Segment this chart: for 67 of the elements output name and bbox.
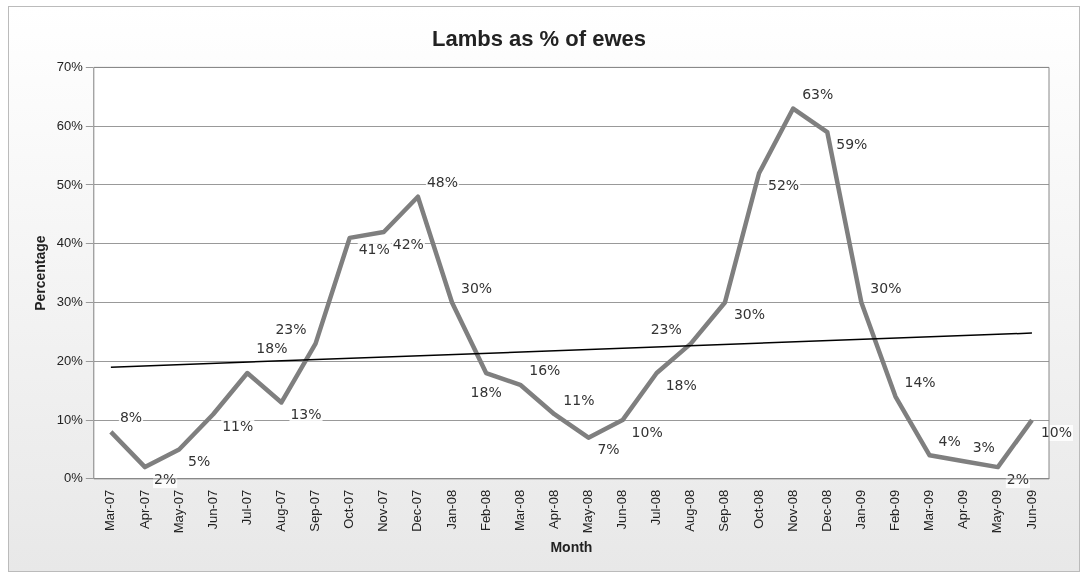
- data-label: 30%: [461, 280, 493, 297]
- x-tick-label: May-07: [170, 489, 186, 534]
- data-label: 4%: [938, 432, 961, 449]
- x-axis-title: Month: [550, 539, 593, 556]
- x-tick-label: Aug-08: [682, 489, 698, 532]
- x-tick-label: Mar-09: [921, 489, 937, 532]
- data-label: 63%: [802, 86, 834, 103]
- data-label: 13%: [290, 406, 322, 423]
- data-label: 30%: [870, 280, 902, 297]
- data-label: 48%: [426, 174, 459, 191]
- y-tick-label: 0%: [64, 470, 84, 486]
- x-tick-label: Jun-07: [204, 489, 220, 530]
- data-label: 11%: [563, 391, 595, 408]
- x-tick-label: Apr-07: [136, 489, 152, 529]
- x-tick-label: Apr-08: [545, 489, 561, 529]
- x-tick-label: Jun-08: [614, 489, 630, 530]
- y-tick-label: 10%: [56, 411, 84, 427]
- data-label: 42%: [392, 235, 424, 252]
- x-tick-label: Sep-07: [307, 489, 323, 532]
- data-label: 18%: [256, 339, 288, 356]
- y-tick-label: 30%: [56, 294, 84, 310]
- x-tick-label: Feb-08: [477, 489, 493, 532]
- data-label: 2%: [153, 470, 177, 487]
- data-label: 7%: [597, 441, 620, 458]
- x-tick-label: Nov-08: [784, 489, 800, 532]
- data-label: 11%: [222, 417, 254, 434]
- x-tick-label: Mar-07: [102, 489, 118, 532]
- x-tick-label: Oct-08: [750, 489, 766, 529]
- x-tick-label: Apr-09: [955, 489, 971, 529]
- y-tick-label: 70%: [56, 58, 84, 74]
- x-tick-label: May-09: [989, 489, 1005, 534]
- y-tick-label: 50%: [56, 176, 84, 192]
- data-label: 52%: [768, 176, 800, 193]
- data-label: 3%: [972, 438, 995, 455]
- x-tick-label: Sep-08: [716, 489, 732, 532]
- data-label: 41%: [358, 241, 390, 258]
- data-label: 10%: [631, 423, 663, 440]
- x-tick-label: Oct-07: [341, 489, 357, 529]
- data-label: 14%: [904, 374, 936, 391]
- chart-title: Lambs as % of ewes: [432, 26, 646, 52]
- data-label: 23%: [275, 321, 307, 338]
- x-tick-label: Feb-09: [887, 489, 903, 532]
- x-tick-label: Jan-09: [852, 489, 868, 530]
- data-label: 59%: [836, 135, 868, 152]
- x-tick-label: Aug-07: [273, 489, 289, 532]
- x-tick-label: Jul-07: [238, 489, 254, 526]
- data-label: 10%: [1040, 423, 1073, 440]
- data-label: 16%: [529, 362, 561, 379]
- data-label: 2%: [1006, 470, 1030, 487]
- data-label: 5%: [188, 453, 211, 470]
- x-tick-label: Jul-08: [648, 489, 664, 526]
- y-tick-label: 60%: [56, 117, 84, 133]
- x-tick-label: Mar-08: [511, 489, 527, 532]
- y-tick-label: 40%: [56, 235, 84, 251]
- data-label: 30%: [733, 306, 766, 323]
- x-tick-label: May-08: [580, 489, 596, 534]
- data-label: 18%: [470, 383, 502, 400]
- data-label: 18%: [665, 376, 697, 393]
- y-axis-title: Percentage: [32, 235, 49, 311]
- x-tick-label: Nov-07: [375, 489, 391, 532]
- data-label: 8%: [119, 409, 143, 426]
- data-label: 23%: [650, 321, 682, 338]
- y-tick-label: 20%: [56, 352, 84, 368]
- x-tick-label: Dec-07: [409, 489, 425, 532]
- x-tick-label: Jun-09: [1023, 489, 1039, 530]
- x-tick-label: Dec-08: [818, 489, 834, 532]
- x-tick-label: Jan-08: [443, 489, 459, 530]
